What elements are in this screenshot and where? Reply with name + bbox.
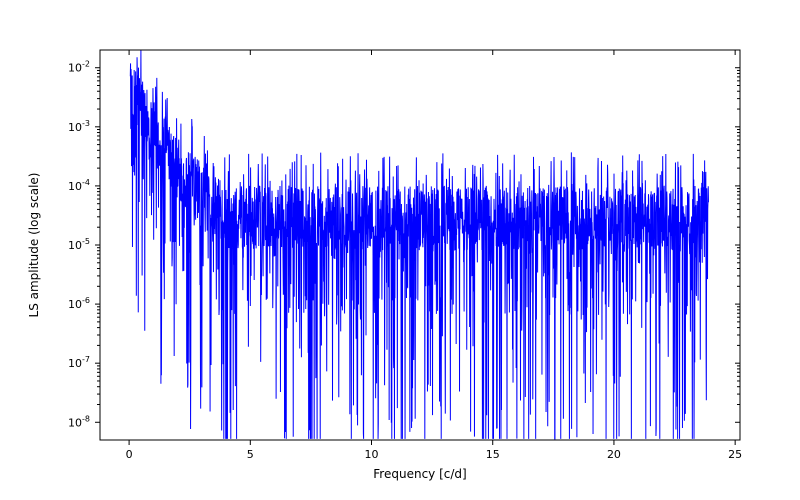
ytick-label: 10-3	[68, 119, 90, 134]
x-axis-label: Frequency [c/d]	[373, 467, 466, 481]
periodogram-chart: 0 5 10 15 20 25 10-8 10-7 10-6 10-5 10-4 10-3 10-2 Fr…	[0, 0, 800, 500]
y-axis-label: LS amplitude (log scale)	[27, 173, 41, 318]
chart-container: 0 5 10 15 20 25 10-8 10-7 10-6 10-5 10-4 10-3 10-2 Fr…	[0, 0, 800, 500]
xtick-label: 5	[247, 448, 254, 461]
ytick-label: 10-6	[68, 296, 90, 311]
xtick-label: 15	[486, 448, 500, 461]
spectrum-line	[130, 50, 708, 439]
xtick-label: 0	[126, 448, 133, 461]
ytick-label: 10-7	[68, 355, 90, 370]
ytick-label: 10-5	[68, 237, 90, 252]
xtick-label: 20	[607, 448, 621, 461]
xtick-label: 10	[365, 448, 379, 461]
ytick-label: 10-4	[68, 178, 90, 193]
ytick-label: 10-2	[68, 60, 90, 75]
ytick-label: 10-8	[68, 414, 90, 429]
xtick-label: 25	[728, 448, 742, 461]
